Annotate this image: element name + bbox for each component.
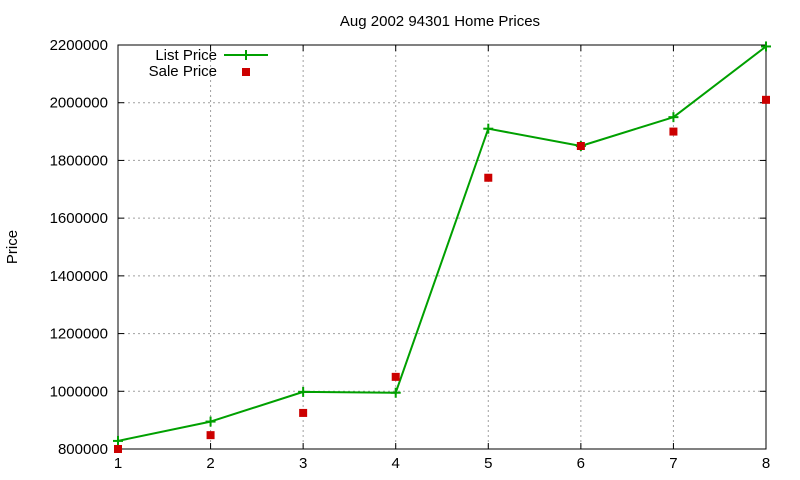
y-tick-label: 1600000 bbox=[50, 210, 108, 227]
legend-marker-sale-price bbox=[242, 68, 250, 76]
data-point-sale-price bbox=[484, 173, 493, 182]
data-point-list-price bbox=[298, 386, 309, 397]
data-point-sale-price bbox=[206, 431, 215, 440]
data-point-list-price bbox=[113, 435, 123, 446]
data-point-list-price bbox=[761, 41, 771, 52]
legend-label-sale-price: Sale Price bbox=[149, 63, 217, 80]
data-point-list-price bbox=[205, 416, 216, 427]
y-tick-label: 1400000 bbox=[50, 268, 108, 285]
data-point-list-price bbox=[668, 112, 679, 123]
x-tick-label: 2 bbox=[206, 455, 214, 472]
data-point-list-price bbox=[483, 123, 494, 134]
series bbox=[113, 41, 771, 453]
y-tick-label: 2000000 bbox=[50, 95, 108, 112]
axis-ticks: 1 2 3 4 5 6 7 8 800000 1000000 1200000 1400000 16000… bbox=[50, 37, 771, 472]
x-tick-label: 1 bbox=[114, 455, 122, 472]
data-point-list-price bbox=[390, 387, 401, 398]
y-axis-label: Price bbox=[4, 230, 21, 264]
legend: List Price Sale Price bbox=[149, 47, 268, 80]
data-point-sale-price bbox=[762, 95, 770, 104]
y-tick-label: 1000000 bbox=[50, 383, 108, 400]
x-tick-label: 7 bbox=[669, 455, 677, 472]
data-point-sale-price bbox=[669, 127, 678, 136]
x-tick-label: 8 bbox=[762, 455, 770, 472]
x-tick-label: 6 bbox=[577, 455, 585, 472]
x-tick-label: 5 bbox=[484, 455, 492, 472]
legend-marker-list-price bbox=[241, 50, 251, 60]
x-tick-label: 4 bbox=[392, 455, 400, 472]
data-point-sale-price bbox=[114, 445, 122, 453]
y-tick-label: 1800000 bbox=[50, 152, 108, 169]
data-point-sale-price bbox=[576, 142, 585, 150]
y-tick-label: 1200000 bbox=[50, 326, 108, 343]
data-point-sale-price bbox=[299, 408, 308, 417]
y-tick-label: 2200000 bbox=[50, 37, 108, 54]
series-sale-price bbox=[114, 95, 770, 453]
y-tick-label: 800000 bbox=[58, 441, 108, 458]
grid bbox=[118, 45, 766, 449]
series-line-list-price bbox=[117, 45, 767, 442]
data-point-sale-price bbox=[391, 372, 400, 381]
x-tick-label: 3 bbox=[299, 455, 307, 472]
chart-title: Aug 2002 94301 Home Prices bbox=[340, 13, 540, 30]
plot-frame bbox=[117, 44, 767, 450]
legend-label-list-price: List Price bbox=[155, 47, 217, 64]
